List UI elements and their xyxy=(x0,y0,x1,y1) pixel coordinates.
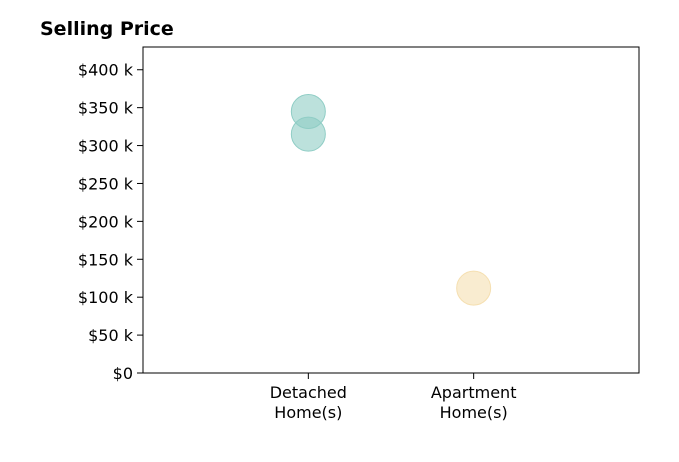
x-tick-label: Detached Home(s) xyxy=(270,383,347,422)
y-tick-label: $0 xyxy=(113,364,133,383)
y-tick-label: $150 k xyxy=(78,250,134,269)
data-point xyxy=(456,270,492,306)
chart-title: Selling Price xyxy=(40,18,174,40)
y-tick-label: $200 k xyxy=(78,212,134,231)
x-axis: Detached Home(s) Apartment Home(s) xyxy=(270,373,517,422)
data-point xyxy=(290,116,326,152)
y-tick-label: $400 k xyxy=(78,61,134,80)
y-tick-label: $50 k xyxy=(88,326,134,345)
y-axis: $0 $50 k $100 k $150 k $200 k $250 k $300 k $35… xyxy=(78,61,143,383)
x-tick-label: Apartment Home(s) xyxy=(431,383,517,422)
y-tick-label: $300 k xyxy=(78,137,134,156)
plot-area xyxy=(142,46,640,374)
y-tick-label: $250 k xyxy=(78,174,134,193)
data-points xyxy=(290,93,492,306)
plot-frame xyxy=(142,46,640,374)
y-tick-label: $100 k xyxy=(78,288,134,307)
y-tick-label: $350 k xyxy=(78,99,134,118)
